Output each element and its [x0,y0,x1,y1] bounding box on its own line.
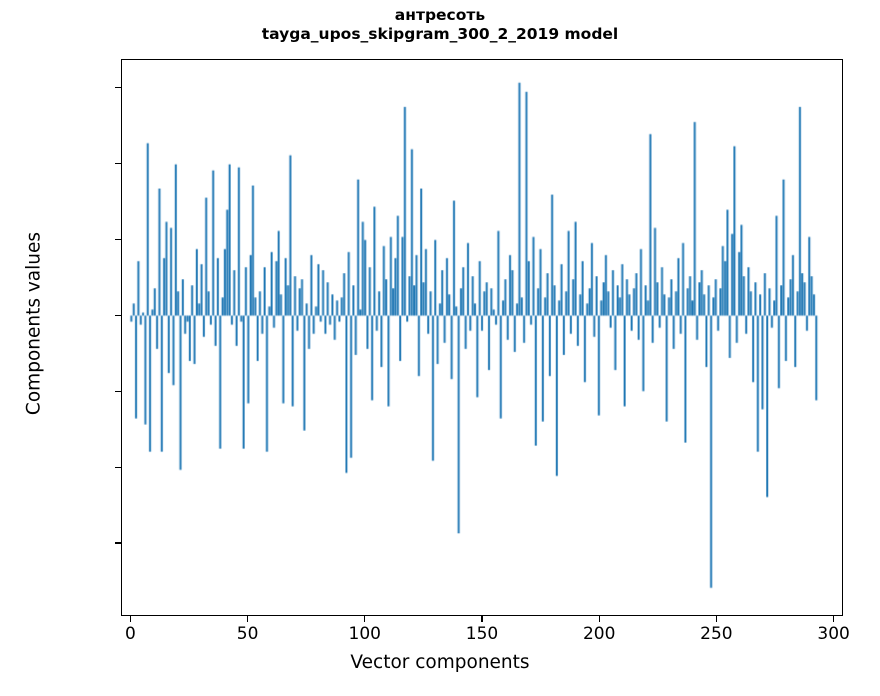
chart-title: антресоть tayga_upos_skipgram_300_2_2019… [0,6,880,44]
x-tick-mark [598,616,600,622]
y-tick-mark [115,163,121,165]
x-tick-label: 250 [700,624,733,644]
bar-series-canvas [122,60,842,615]
y-tick-mark [115,466,121,468]
x-tick-label: 50 [236,624,259,644]
y-axis-label: Components values [23,231,45,416]
y-tick-mark [115,542,121,544]
x-tick-mark [246,616,249,622]
chart-title-line-1: антресоть [394,6,486,24]
x-tick-mark [129,616,132,622]
x-tick-label: 0 [124,624,136,644]
x-tick-mark [364,616,366,622]
x-tick-label: 100 [348,624,381,644]
x-tick-label: 150 [465,624,499,644]
x-tick-label: 300 [817,624,850,644]
x-tick-mark [481,616,483,622]
y-tick-mark [115,87,121,89]
y-tick-mark [115,390,121,393]
y-tick-mark [115,238,121,241]
x-tick-label: 200 [582,624,616,644]
chart-title-line-2: tayga_upos_skipgram_300_2_2019 model [261,25,619,43]
x-tick-mark [715,616,718,622]
y-tick-mark [115,314,121,317]
x-axis-label: Vector components [350,652,530,673]
plot-axes [121,59,843,616]
x-tick-mark [832,616,835,622]
